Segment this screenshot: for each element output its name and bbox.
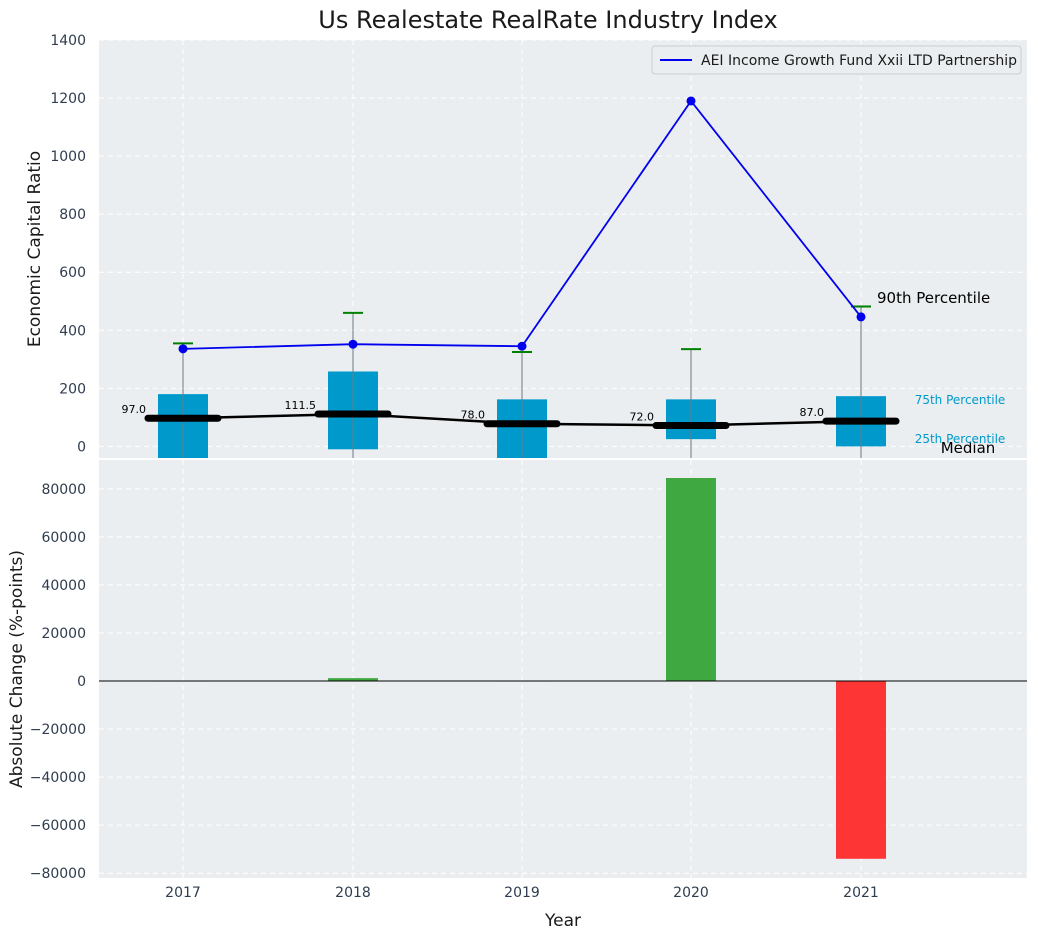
annotation-25th-percentile: 25th Percentile <box>915 432 1006 446</box>
top-y-tick-label: 200 <box>59 381 86 397</box>
change-bar <box>836 681 886 859</box>
bottom-y-tick-label: −80000 <box>30 866 86 882</box>
top-plot-area <box>99 40 1027 458</box>
top-y-tick-label: 800 <box>59 207 86 223</box>
x-tick-label: 2018 <box>335 885 371 901</box>
annotation-75th-percentile: 75th Percentile <box>915 393 1006 407</box>
bottom-y-tick-label: 40000 <box>41 578 86 594</box>
bottom-y-tick-label: −20000 <box>30 722 86 738</box>
annotation-90th-percentile: 90th Percentile <box>877 289 990 307</box>
annotation-median: Median <box>941 439 996 457</box>
change-bar <box>328 678 378 682</box>
series-point <box>178 344 188 354</box>
x-tick-label: 2017 <box>165 885 201 901</box>
bottom-plot-area <box>99 460 1027 878</box>
median-value-label: 72.0 <box>630 410 655 423</box>
bottom-y-tick-label: 80000 <box>41 482 86 498</box>
legend-label: AEI Income Growth Fund Xxii LTD Partners… <box>701 53 1017 69</box>
series-point <box>348 339 358 349</box>
bottom-y-tick-label: −60000 <box>30 818 86 834</box>
x-tick-label: 2021 <box>843 885 879 901</box>
median-value-label: 97.0 <box>122 403 147 416</box>
median-line <box>182 412 862 427</box>
top-y-tick-label: 1200 <box>50 91 86 107</box>
x-tick-label: 2020 <box>673 885 709 901</box>
series-point <box>686 96 696 106</box>
bottom-y-tick-label: −40000 <box>30 770 86 786</box>
legend: AEI Income Growth Fund Xxii LTD Partners… <box>651 45 1022 75</box>
bottom-y-axis-title: Absolute Change (%-points) <box>7 550 27 788</box>
bottom-y-tick-label: 20000 <box>41 626 86 642</box>
top-y-axis-title: Economic Capital Ratio <box>25 151 45 347</box>
bottom-y-tick-label: 60000 <box>41 530 86 546</box>
median-value-label: 111.5 <box>285 399 317 412</box>
series-point <box>517 341 527 351</box>
top-y-tick-label: 600 <box>59 265 86 281</box>
chart-title: Us Realestate RealRate Industry Index <box>318 6 777 34</box>
bottom-y-tick-label: 0 <box>77 674 86 690</box>
legend-frame <box>651 45 1022 75</box>
top-y-tick-label: 1000 <box>50 149 86 165</box>
median-value-label: 87.0 <box>800 406 825 419</box>
percentile-annotations: 90th Percentile 75th Percentile Median 2… <box>877 289 1005 457</box>
series-group <box>178 96 866 354</box>
bar-group <box>158 478 886 859</box>
median-line-group <box>182 412 862 427</box>
top-y-tick-label: 1400 <box>50 33 86 49</box>
top-grid <box>99 39 1027 458</box>
top-y-tick-labels: 0 200 400 600 800 1000 1200 1400 <box>50 33 86 455</box>
change-bar <box>666 478 716 682</box>
x-axis-title: Year <box>544 911 581 931</box>
x-tick-label: 2019 <box>504 885 540 901</box>
x-tick-labels: 2017 2018 2019 2020 2021 <box>165 885 879 901</box>
bottom-y-tick-labels: −80000 −60000 −40000 −20000 0 20000 40000 60000… <box>30 482 86 882</box>
series-point <box>856 312 866 322</box>
median-value-label: 78.0 <box>461 409 486 422</box>
top-y-tick-label: 0 <box>77 439 86 455</box>
top-y-tick-label: 400 <box>59 323 86 339</box>
